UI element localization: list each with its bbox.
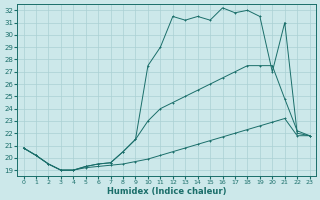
- X-axis label: Humidex (Indice chaleur): Humidex (Indice chaleur): [107, 187, 226, 196]
